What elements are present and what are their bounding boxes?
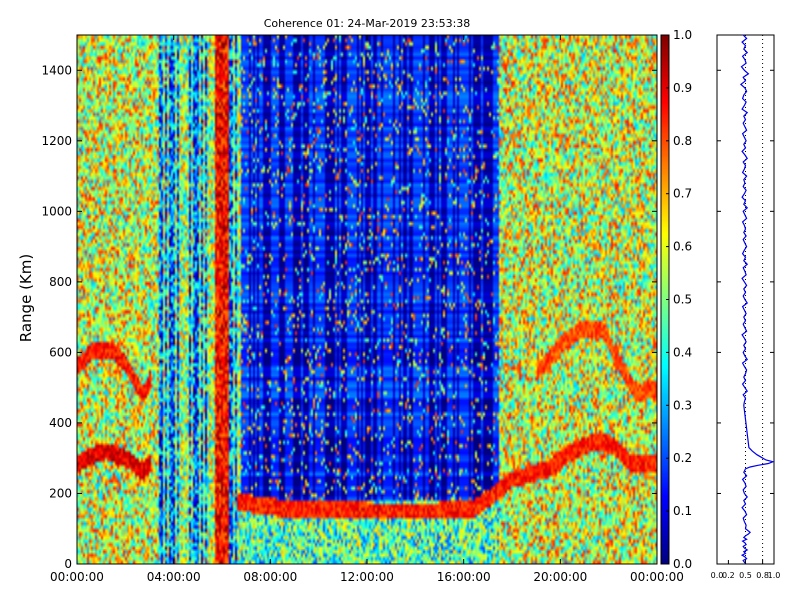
colorbar-tick-label: 0.6 <box>673 240 692 254</box>
x-tick-label: 04:00:00 <box>147 570 201 584</box>
profile-series <box>739 34 775 565</box>
profile-y-axis <box>717 69 774 565</box>
colorbar-tick-label: 0.3 <box>673 398 692 412</box>
chart-title: Coherence 01: 24-Mar-2019 23:53:38 <box>264 17 471 30</box>
y-tick-label: 800 <box>49 275 72 289</box>
heatmap-image <box>77 35 657 564</box>
colorbar-tick-label: 0.9 <box>673 81 692 95</box>
x-tick-label: 00:00:00 <box>630 570 684 584</box>
x-tick-label: 16:00:00 <box>437 570 491 584</box>
colorbar-tick-label: 0.5 <box>673 293 692 307</box>
x-tick-label: 00:00:00 <box>50 570 104 584</box>
profile-x-tick-label: 1.0 <box>768 571 781 580</box>
profile-x-tick-label: 0.8 <box>756 571 769 580</box>
colorbar-tick-label: 0.2 <box>673 451 692 465</box>
colorbar-tick-label: 0.4 <box>673 345 692 359</box>
heatmap-x-axis: 00:00:00 04:00:00 08:00:00 12:00:00 16:00:00… <box>50 35 684 584</box>
colorbar-ticks: 0.0 0.1 0.2 0.3 0.4 0.5 0.6 0.7 0.8 0.9 1.0 <box>666 28 692 571</box>
y-axis-label: Range (Km) <box>17 254 35 342</box>
y-tick-label: 200 <box>49 486 72 500</box>
heatmap-y-axis: 0 200 400 600 800 1000 1200 1400 <box>41 63 657 571</box>
profile-x-tick-label: 0.5 <box>739 571 752 580</box>
profile-x-tick-label: 0.0 <box>711 571 724 580</box>
profile-x-axis: 0.00.2 0.5 0.81.0 <box>711 560 781 580</box>
profile-x-tick-label: 0.2 <box>722 571 735 580</box>
colorbar-tick-label: 0.8 <box>673 134 692 148</box>
colorbar-tick-label: 0.7 <box>673 187 692 201</box>
x-tick-label: 20:00:00 <box>533 570 587 584</box>
y-tick-label: 0 <box>64 557 72 571</box>
y-tick-label: 600 <box>49 345 72 359</box>
x-tick-label: 12:00:00 <box>340 570 394 584</box>
y-tick-label: 1200 <box>41 134 72 148</box>
colorbar-tick-label: 0.0 <box>673 557 692 571</box>
y-tick-label: 1000 <box>41 204 72 218</box>
colorbar-tick-label: 1.0 <box>673 28 692 42</box>
colorbar-gradient <box>661 35 669 564</box>
x-tick-label: 08:00:00 <box>243 570 297 584</box>
profile-line <box>739 34 775 565</box>
colorbar-tick-label: 0.1 <box>673 504 692 518</box>
y-tick-label: 1400 <box>41 63 72 77</box>
y-tick-label: 400 <box>49 416 72 430</box>
heatmap <box>77 35 657 564</box>
